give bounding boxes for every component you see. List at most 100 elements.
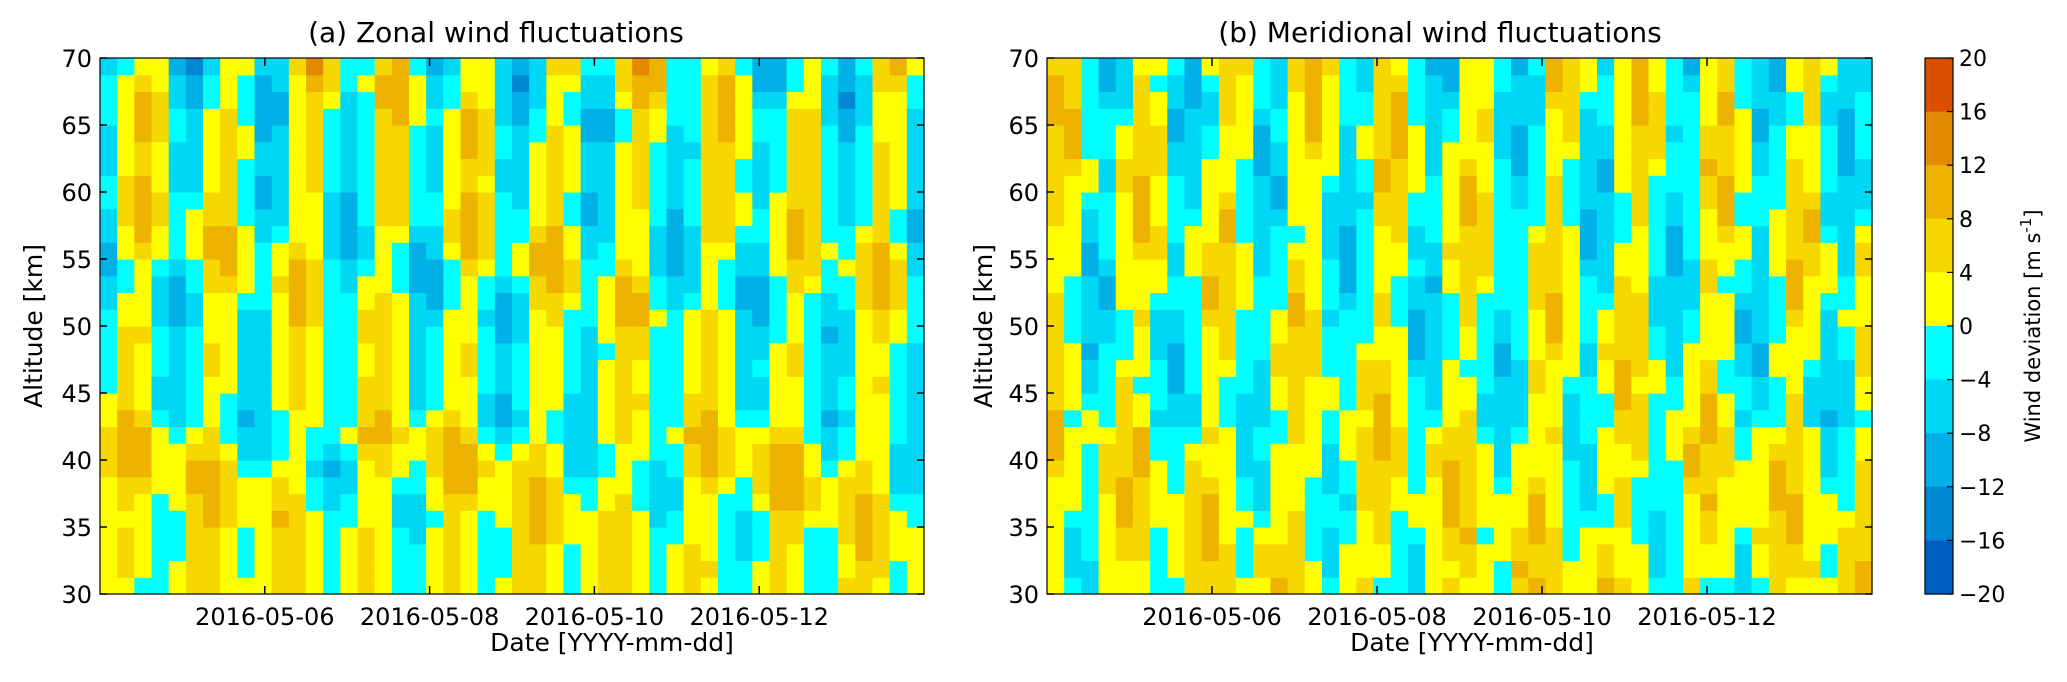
zonal-cell xyxy=(168,359,187,377)
zonal-cell xyxy=(426,443,444,461)
meridional-cell xyxy=(1682,259,1701,277)
zonal-cell xyxy=(494,242,513,260)
meridional-cell xyxy=(1579,108,1598,126)
zonal-cell xyxy=(546,259,565,277)
meridional-cell xyxy=(1201,426,1220,444)
meridional-cell xyxy=(1717,141,1736,160)
zonal-cell xyxy=(649,58,668,76)
zonal-cell xyxy=(151,577,170,595)
meridional-cell xyxy=(1751,242,1770,260)
meridional-cell xyxy=(1803,259,1822,277)
meridional-cell xyxy=(1356,443,1375,461)
zonal-cell xyxy=(391,577,410,595)
zonal-cell xyxy=(409,476,427,495)
zonal-cell xyxy=(700,577,719,595)
zonal-cell xyxy=(906,175,925,193)
zonal-cell xyxy=(168,108,187,126)
zonal-cell xyxy=(100,426,118,444)
meridional-cell xyxy=(1098,158,1117,176)
zonal-cell xyxy=(117,74,135,93)
zonal-cell xyxy=(512,91,530,109)
zonal-cell xyxy=(683,192,702,210)
meridional-cell xyxy=(1459,326,1478,344)
meridional-cell xyxy=(1459,309,1478,327)
zonal-cell xyxy=(786,342,805,361)
zonal-cell xyxy=(254,376,273,394)
meridional-cell xyxy=(1820,409,1839,428)
meridional-cell xyxy=(1407,443,1426,461)
meridional-cell xyxy=(1717,376,1736,394)
meridional-cell xyxy=(1407,409,1426,428)
zonal-cell xyxy=(254,74,273,93)
meridional-cell xyxy=(1837,527,1856,545)
meridional-cell xyxy=(1820,58,1839,76)
zonal-cell xyxy=(546,91,565,109)
meridional-cell xyxy=(1047,543,1065,562)
zonal-cell xyxy=(906,543,925,562)
meridional-cell xyxy=(1579,359,1598,377)
zonal-cell xyxy=(735,158,753,176)
meridional-cell xyxy=(1390,326,1409,344)
meridional-cell xyxy=(1373,577,1392,595)
zonal-cell xyxy=(168,342,187,361)
zonal-cell xyxy=(546,543,565,562)
zonal-cell xyxy=(460,208,479,227)
meridional-cell xyxy=(1545,91,1564,109)
meridional-cell xyxy=(1322,409,1340,428)
zonal-cell xyxy=(100,175,118,193)
zonal-cell xyxy=(340,192,359,210)
zonal-cell xyxy=(100,74,118,93)
meridional-cell xyxy=(1184,577,1203,595)
zonal-cell xyxy=(460,309,479,327)
zonal-cell xyxy=(494,460,513,478)
meridional-cell xyxy=(1493,74,1512,93)
meridional-cell xyxy=(1047,275,1065,294)
zonal-cell xyxy=(391,376,410,394)
meridional-cell xyxy=(1218,259,1237,277)
meridional-cell xyxy=(1390,476,1409,495)
zonal-cell xyxy=(168,426,187,444)
zonal-cell xyxy=(700,443,719,461)
meridional-cell xyxy=(1528,125,1547,143)
meridional-cell xyxy=(1407,309,1426,327)
meridional-cell xyxy=(1511,192,1529,210)
meridional-cell xyxy=(1803,527,1822,545)
meridional-cell xyxy=(1493,510,1512,528)
meridional-cell xyxy=(1476,225,1495,243)
zonal-cell xyxy=(546,108,565,126)
zonal-cell xyxy=(821,426,839,444)
zonal-cell xyxy=(254,409,273,428)
meridional-cell xyxy=(1511,409,1529,428)
meridional-cell xyxy=(1734,208,1753,227)
meridional-cell xyxy=(1493,409,1512,428)
meridional-cell xyxy=(1270,175,1289,193)
zonal-cell xyxy=(889,543,908,562)
meridional-cell xyxy=(1218,208,1237,227)
zonal-cell xyxy=(323,242,341,260)
meridional-cell xyxy=(1717,175,1736,193)
zonal-cell xyxy=(529,125,547,143)
zonal-cell xyxy=(786,192,805,210)
meridional-cell xyxy=(1682,527,1701,545)
meridional-cell xyxy=(1803,58,1822,76)
zonal-cell xyxy=(906,342,925,361)
zonal-cell xyxy=(735,460,753,478)
zonal-cell xyxy=(185,225,204,243)
zonal-cell xyxy=(443,91,462,109)
meridional-cell xyxy=(1201,510,1220,528)
zonal-cell xyxy=(306,560,324,578)
meridional-cell xyxy=(1751,91,1770,109)
meridional-cell xyxy=(1167,342,1186,361)
zonal-cell xyxy=(580,527,599,545)
meridional-cell xyxy=(1700,175,1718,193)
zonal-cell xyxy=(546,208,565,227)
zonal-cell xyxy=(460,426,479,444)
zonal-cell xyxy=(838,225,856,243)
meridional-cell xyxy=(1287,192,1306,210)
zonal-cell xyxy=(323,259,341,277)
zonal-cell xyxy=(906,125,925,143)
zonal-cell xyxy=(477,543,496,562)
meridional-cell xyxy=(1425,543,1443,562)
meridional-cell xyxy=(1493,242,1512,260)
meridional-cell xyxy=(1682,309,1701,327)
